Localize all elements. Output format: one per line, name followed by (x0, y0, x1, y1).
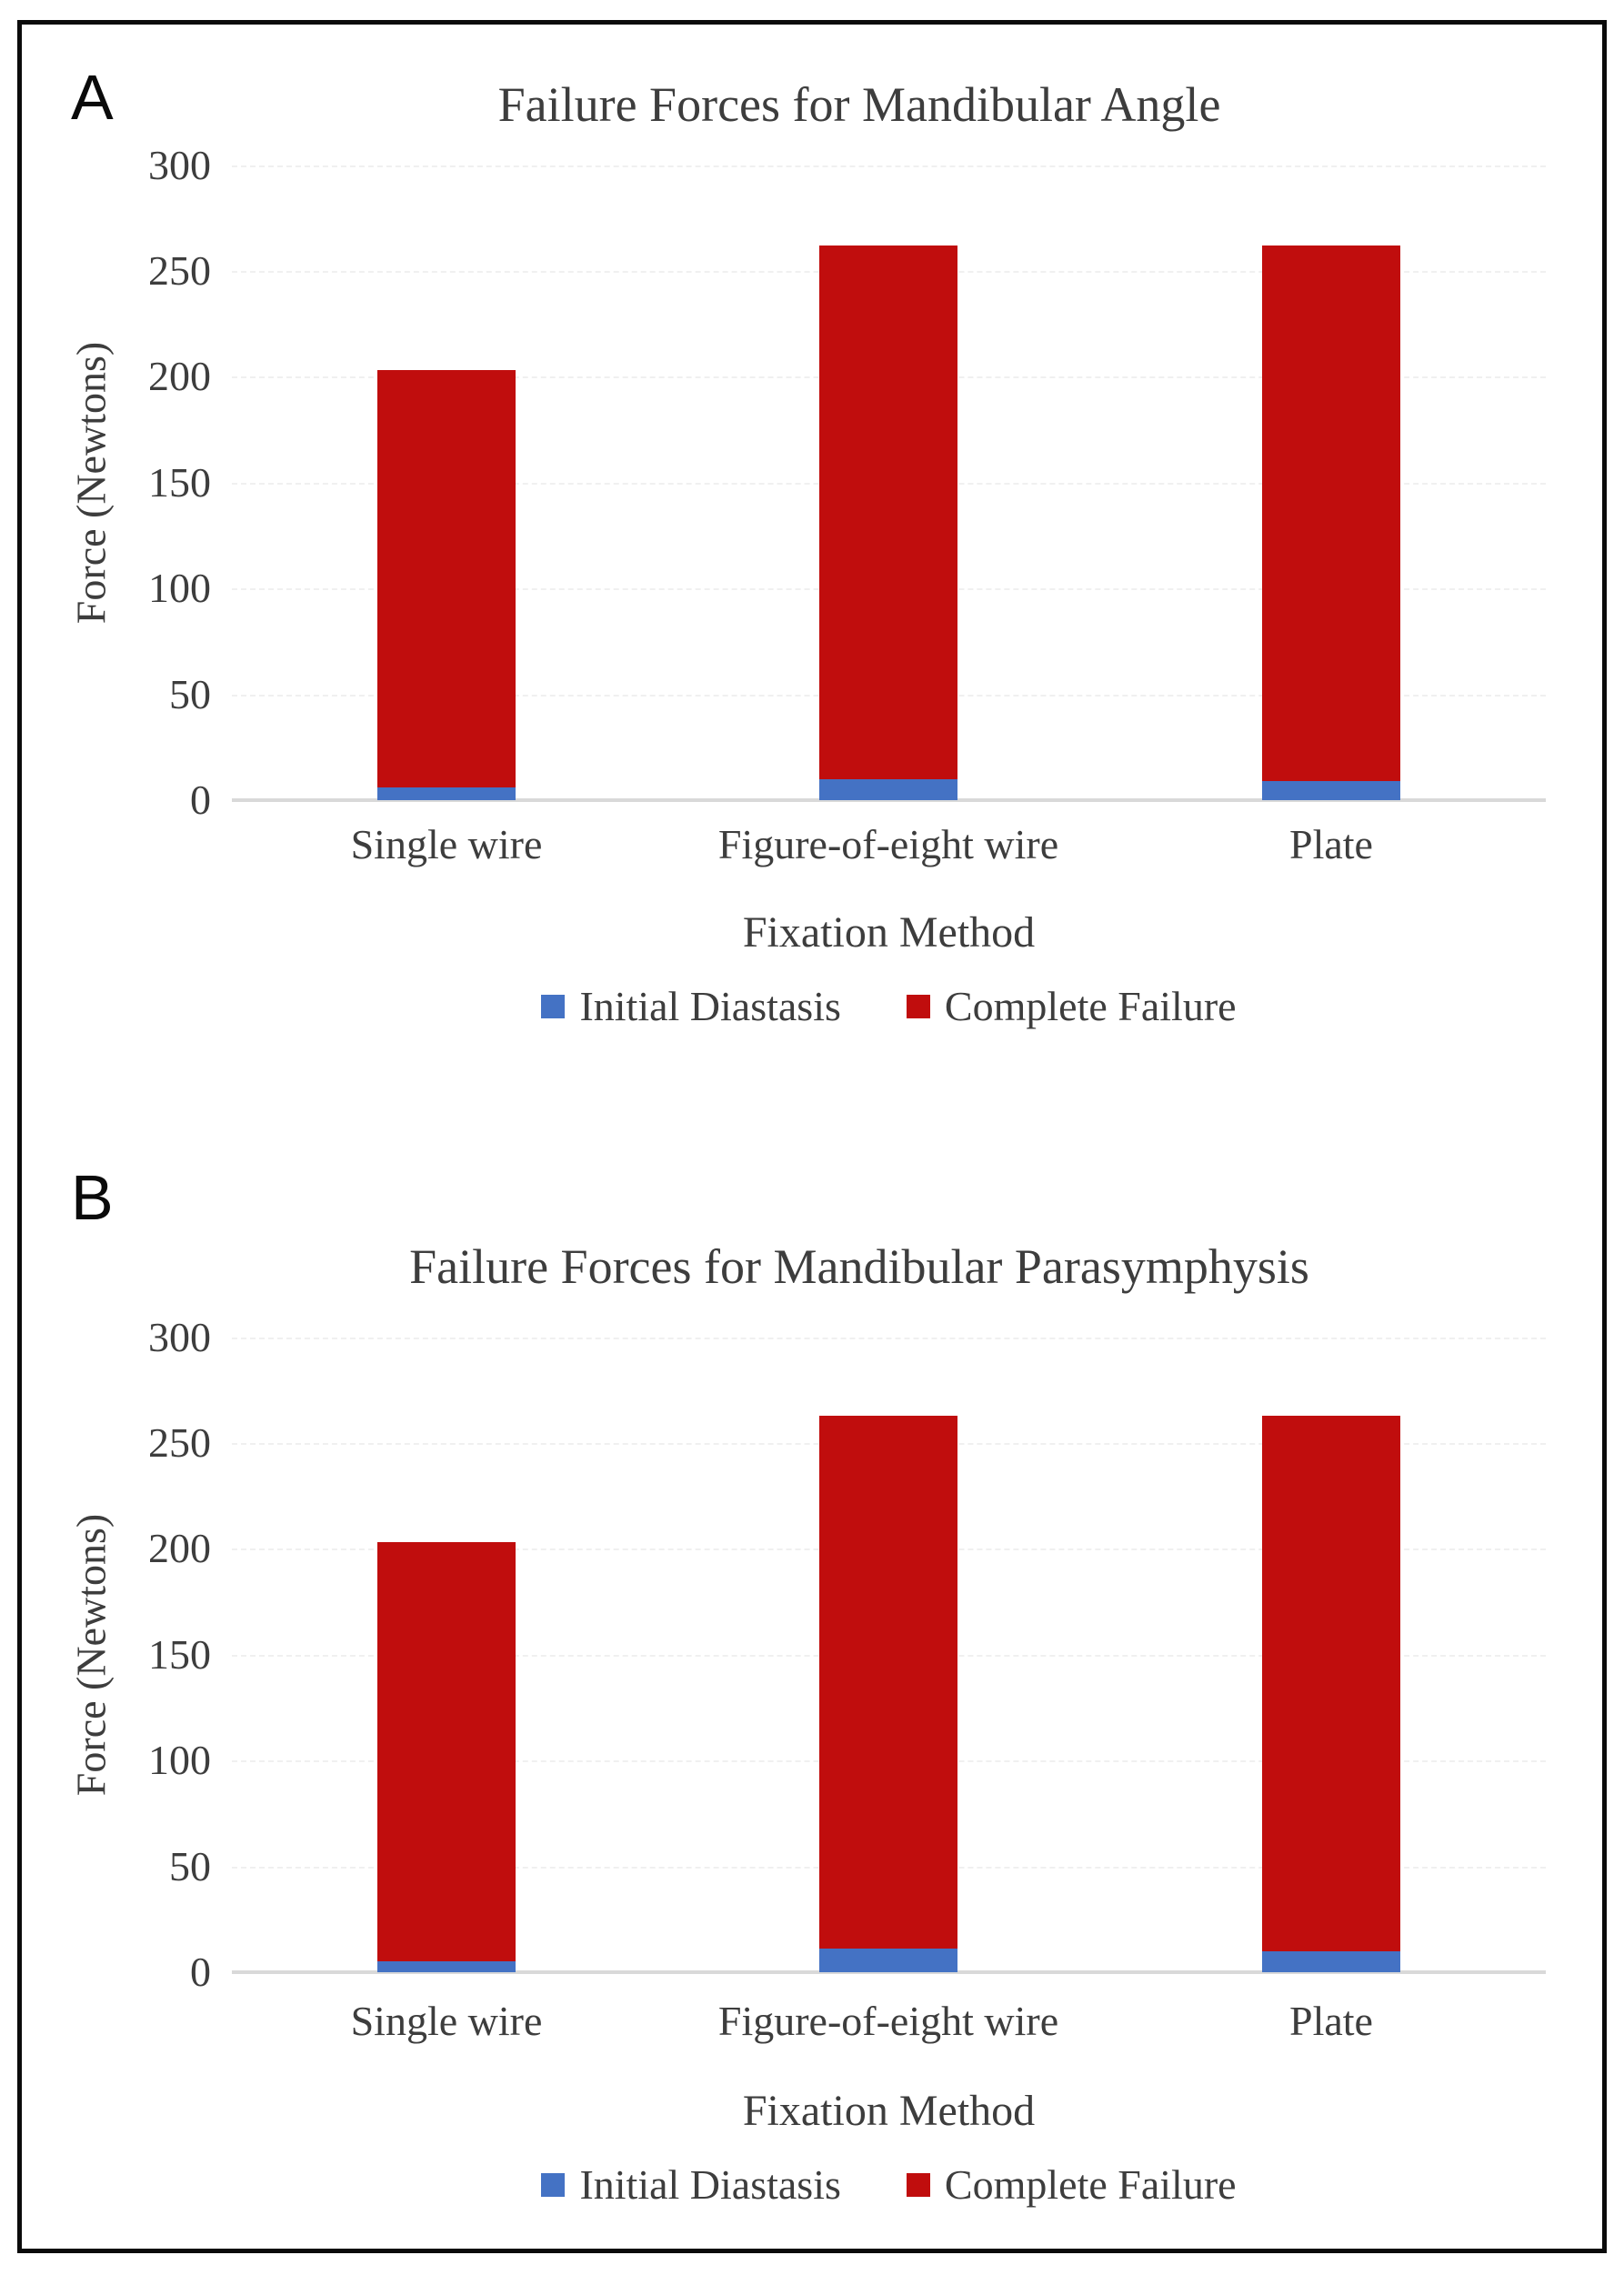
legend-label: Initial Diastasis (579, 983, 841, 1029)
y-tick-label: 100 (148, 565, 211, 612)
bar-segment-initial-diastasis (819, 778, 957, 800)
legend-swatch-icon (906, 2172, 930, 2197)
category-label: Figure-of-eight wire (717, 1998, 1059, 2044)
legend-entry: Complete Failure (906, 2160, 1237, 2209)
category-label: Single wire (350, 1998, 543, 2044)
x-axis-line (232, 798, 1546, 802)
y-tick-label: 250 (148, 247, 211, 294)
y-tick-label: 200 (148, 1525, 211, 1572)
chart-title: Failure Forces for Mandibular Parasymphy… (409, 1239, 1309, 1294)
gridline-300N (232, 165, 1546, 167)
legend-entry: Initial Diastasis (541, 2160, 841, 2209)
bar-segment-complete-failure (377, 1542, 516, 1972)
y-tick-label: 0 (190, 777, 211, 823)
category-label: Figure-of-eight wire (717, 821, 1059, 867)
legend-swatch-icon (906, 994, 930, 1018)
gridline-300N (232, 1337, 1546, 1339)
bar-segment-initial-diastasis (819, 1949, 957, 1972)
y-tick-label: 50 (169, 670, 211, 717)
legend-label: Complete Failure (944, 2161, 1237, 2208)
chart-title: Failure Forces for Mandibular Angle (497, 77, 1221, 132)
bar-segment-complete-failure (819, 246, 957, 800)
category-label: Plate (1289, 1998, 1373, 2044)
y-tick-label: 150 (148, 1630, 211, 1678)
bar-segment-initial-diastasis (377, 787, 516, 800)
legend-entry: Initial Diastasis (541, 982, 841, 1030)
panel-label-a: A (71, 62, 114, 133)
y-tick-label: 250 (148, 1419, 211, 1466)
bar-segment-complete-failure (819, 1415, 957, 1972)
bar-segment-initial-diastasis (1262, 781, 1400, 800)
legend-label: Complete Failure (944, 983, 1237, 1029)
legend: Initial Diastasis Complete Failure (232, 982, 1546, 1030)
y-tick-label: 300 (148, 1313, 211, 1360)
bar-segment-initial-diastasis (377, 1961, 516, 1972)
legend-label: Initial Diastasis (579, 2161, 841, 2208)
y-tick-label: 50 (169, 1842, 211, 1889)
category-label: Single wire (350, 821, 543, 867)
y-tick-label: 0 (190, 1949, 211, 1995)
category-label: Plate (1289, 821, 1373, 867)
legend: Initial Diastasis Complete Failure (232, 2160, 1546, 2209)
y-tick-label: 200 (148, 353, 211, 400)
y-tick-label: 300 (148, 141, 211, 188)
bar-segment-complete-failure (1262, 1415, 1400, 1972)
y-tick-label: 150 (148, 458, 211, 506)
x-axis-title: Fixation Method (742, 908, 1036, 957)
legend-entry: Complete Failure (906, 982, 1237, 1030)
bar-segment-initial-diastasis (1262, 1950, 1400, 1972)
panel-label-b: B (71, 1162, 114, 1233)
x-axis-title: Fixation Method (742, 2087, 1036, 2135)
legend-swatch-icon (541, 2172, 566, 2197)
y-tick-label: 100 (148, 1737, 211, 1784)
bar-segment-complete-failure (1262, 246, 1400, 800)
legend-swatch-icon (541, 994, 566, 1018)
x-axis-line (232, 1970, 1546, 1974)
bar-segment-complete-failure (377, 370, 516, 800)
